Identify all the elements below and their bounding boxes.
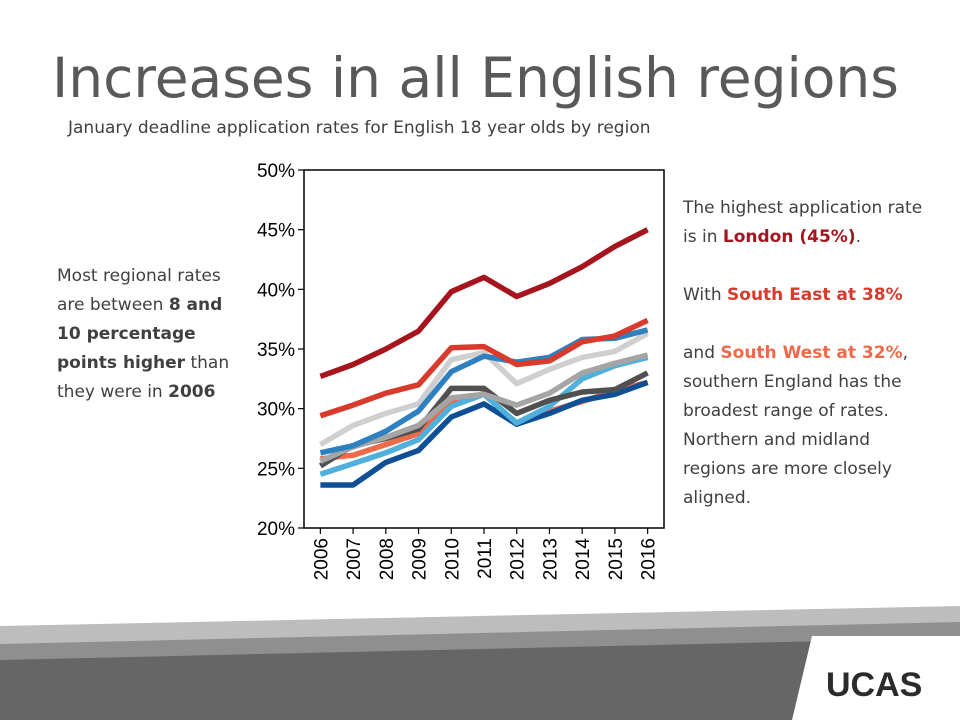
x-tick-label: 2008 — [377, 538, 398, 580]
series-line — [319, 331, 649, 447]
right-p1-end: . — [855, 227, 862, 247]
right-para-3: and South West at 32%, southern England … — [683, 339, 933, 513]
y-tick-label: 40% — [257, 280, 295, 301]
y-tick-label: 50% — [257, 161, 295, 182]
left-annotation: Most regional rates are between 8 and 10… — [57, 262, 242, 407]
x-tick-label: 2012 — [508, 538, 529, 580]
left-text-2: than they were in — [57, 353, 230, 402]
logo-panel — [792, 636, 960, 720]
footer-band: UCAS — [0, 606, 960, 720]
ucas-logo: UCAS — [826, 666, 922, 704]
right-p2-text: With — [683, 285, 728, 305]
left-bold-1: 8 and 10 percentage points higher — [57, 295, 223, 373]
footer-dark-stripe — [0, 638, 960, 720]
left-bold-2: 2006 — [168, 382, 216, 402]
x-tick-label: 2015 — [606, 538, 627, 580]
line-chart: 20% 25% 30% 35% 40% 45% 50% 2006 2007 2008 2009 201… — [257, 161, 665, 581]
right-para-1: The highest application rate is in Londo… — [683, 194, 933, 252]
series-line — [319, 227, 649, 379]
slide-title: Increases in all English regions — [52, 46, 899, 110]
south-east-highlight: South East at 38% — [727, 285, 903, 305]
series-line — [319, 317, 649, 419]
series-line — [319, 354, 649, 477]
x-tick-label: 2013 — [540, 538, 561, 580]
right-annotation: The highest application rate is in Londo… — [683, 194, 933, 513]
series-line — [320, 379, 649, 488]
y-tick-label: 30% — [257, 400, 295, 421]
x-tick-label: 2014 — [573, 538, 594, 581]
x-tick-label: 2016 — [639, 538, 660, 580]
chart-series — [318, 227, 649, 488]
right-p3-text: and — [683, 343, 721, 363]
x-tick-label: 2010 — [442, 538, 463, 580]
x-tick-label: 2011 — [475, 538, 496, 579]
right-para-2: With South East at 38% — [683, 281, 933, 310]
series-line — [319, 352, 649, 464]
left-text-1: Most regional rates are between — [57, 266, 221, 315]
y-tick-label: 20% — [257, 519, 295, 540]
chart-axes: 20% 25% 30% 35% 40% 45% 50% 2006 2007 2008 2009 201… — [257, 161, 665, 581]
right-p1-text: The highest application rate is in — [683, 198, 923, 247]
y-tick-label: 25% — [257, 459, 295, 480]
london-highlight: London (45%) — [722, 227, 856, 247]
y-tick-label: 35% — [257, 340, 295, 361]
x-tick-label: 2006 — [311, 538, 332, 580]
right-p3-rest: , southern England has the broadest rang… — [683, 343, 909, 508]
y-tick-label: 45% — [257, 221, 295, 242]
x-tick-label: 2009 — [410, 538, 431, 580]
south-west-highlight: South West at 32% — [720, 343, 903, 363]
slide-subtitle: January deadline application rates for E… — [68, 118, 651, 138]
x-tick-label: 2007 — [344, 538, 365, 580]
